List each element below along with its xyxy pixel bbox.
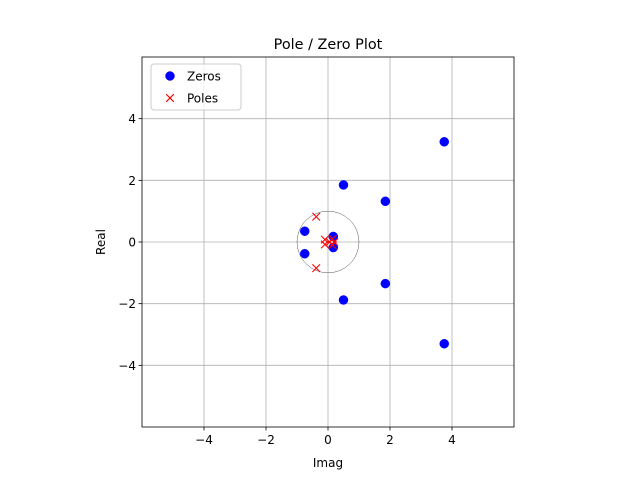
y-tick-label-2: 0 (128, 236, 136, 250)
zero-marker-0 (439, 137, 449, 147)
legend-zeros-label: Zeros (187, 70, 221, 84)
legend-poles-marker (165, 93, 175, 103)
zero-marker-1 (439, 339, 449, 349)
x-tick-label-2: 0 (324, 433, 332, 447)
x-tick-label-4: 4 (448, 433, 456, 447)
data-marks (300, 137, 449, 349)
zero-marker-7 (300, 248, 310, 259)
pole-marker-7 (330, 237, 339, 247)
zero-marker-4 (338, 180, 349, 190)
zero-marker-2 (380, 196, 391, 207)
pole-marker-0 (312, 212, 321, 221)
x-axis-label: Imag (313, 456, 343, 470)
legend-poles-label: Poles (187, 92, 218, 106)
chart-title: Pole / Zero Plot (274, 37, 383, 53)
x-tick-label-0: −4 (195, 433, 213, 447)
pole-marker-3 (320, 240, 330, 249)
x-tick-label-1: −2 (257, 433, 275, 447)
y-tick-label-0: −4 (118, 359, 136, 373)
unit-circle-layer (296, 210, 360, 274)
pole-marker-1 (312, 264, 321, 273)
legend: Zeros Poles (150, 63, 242, 111)
unit-circle (296, 210, 360, 274)
zero-marker-6 (300, 226, 310, 236)
zero-marker-5 (338, 295, 349, 305)
x-tick-label-3: 2 (386, 433, 394, 447)
y-axis-label: Real (94, 229, 108, 255)
y-tick-label-4: 4 (128, 112, 136, 126)
axis-ticks: −4 −2 0 2 4 −4 −2 0 2 4 (118, 112, 456, 447)
y-tick-label-1: −2 (118, 297, 136, 311)
zero-marker-3 (380, 278, 391, 289)
legend-zeros-marker (165, 71, 175, 81)
y-tick-label-3: 2 (128, 174, 136, 188)
